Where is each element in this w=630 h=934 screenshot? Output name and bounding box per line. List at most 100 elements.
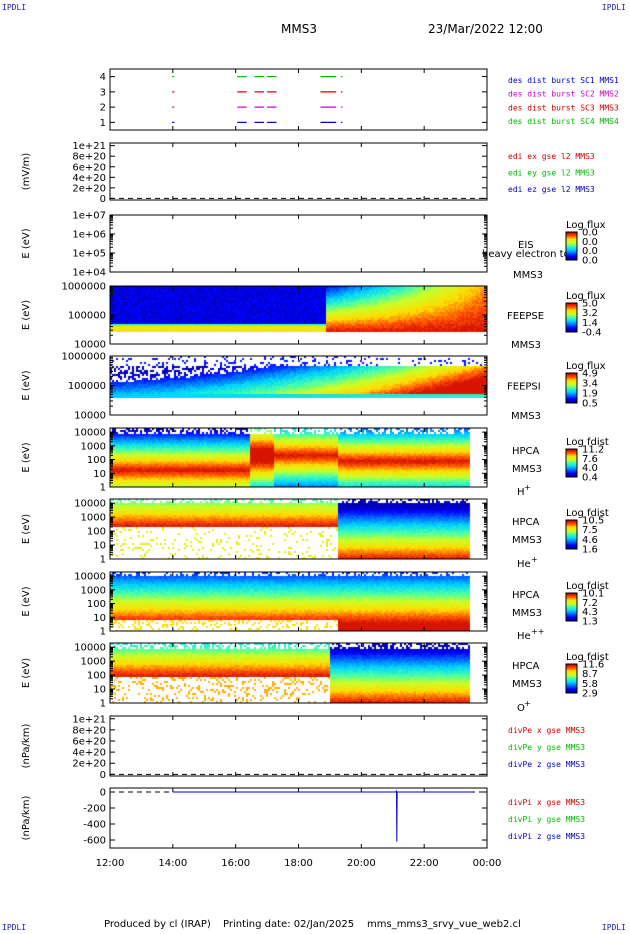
colorbar-cell-feepsi xyxy=(566,398,577,400)
colorbar-tick-hpca-h-0: 11.2 xyxy=(582,445,604,456)
colorbar-cell-feepsi xyxy=(566,394,577,396)
colorbar-cell-hpca-he xyxy=(566,520,577,522)
overlay-eis: heavy electron to xyxy=(482,249,570,260)
ytick-label-hpca-he-2: 100 xyxy=(87,527,106,538)
ytick-label-hpca-he-0: 10000 xyxy=(74,499,106,510)
instrument-hpca-o: HPCA xyxy=(512,661,540,672)
species-charge-hpca-o: + xyxy=(524,699,531,708)
colorbar-tick-hpca-h-1: 7.6 xyxy=(582,454,598,465)
colorbar-cell-hpca-he xyxy=(566,529,577,532)
colorbar-cell-eis xyxy=(566,243,577,246)
colorbar-cell-hpca-h xyxy=(566,470,577,472)
spectrogram-hpca-he2 xyxy=(110,572,487,631)
panel-hpca-he2: 10000 1000 100 10 1 E (eV) HPCA MMS3 He ++ Log fdi… xyxy=(21,571,609,642)
ytick-label-hpca-he2-2: 100 xyxy=(87,599,106,610)
spectrogram-feepsi xyxy=(110,356,487,415)
legend-divpe-2: divPe z gse MMS3 xyxy=(508,760,585,769)
colorbar-cell-feepsi xyxy=(566,399,577,401)
colorbar-cell-hpca-he2 xyxy=(566,612,577,615)
colorbar-cell-hpca-h xyxy=(566,451,577,453)
xtick-label-4: 20:00 xyxy=(347,858,376,869)
colorbar-cell-hpca-o xyxy=(566,690,577,693)
ytick-label-divpi-0: 0 xyxy=(100,788,106,799)
colorbar-tick-feepsi-0: 4.9 xyxy=(582,369,598,380)
colorbar-cell-hpca-he2 xyxy=(566,602,577,604)
frame-burst xyxy=(109,68,488,131)
panel-divpi: 0 -200 -400 -600 (nPa/km) divPi x gse MMS3 div… xyxy=(21,787,585,849)
colorbar-cell-eis xyxy=(566,234,577,236)
ytick-label-eis-1: 1e+06 xyxy=(72,230,106,241)
colorbar-cell-feepsi xyxy=(566,379,577,381)
colorbar-cell-hpca-he2 xyxy=(566,608,577,610)
panel-hpca-he: 10000 1000 100 10 1 E (eV) HPCA MMS3 He + Log fdis… xyxy=(21,498,609,570)
colorbar-cell-hpca-he2 xyxy=(566,617,577,620)
species-hpca-h: H xyxy=(517,487,525,498)
colorbar-cell-hpca-he xyxy=(566,526,577,528)
colorbar-cell-eis xyxy=(566,244,577,247)
legend-burst-1: des dist burst SC2 MMS2 xyxy=(508,90,619,99)
spacecraft-feepse: MMS3 xyxy=(511,340,541,351)
colorbar-cell-hpca-he xyxy=(566,545,577,548)
ylabel-hpca-he: E (eV) xyxy=(21,514,32,544)
ylabel-eis: E (eV) xyxy=(21,228,32,258)
spacecraft-hpca-o: MMS3 xyxy=(512,679,542,690)
panel-feepsi: 1000000 100000 10000 E (eV) FEEPSI MMS3 Log fl… xyxy=(21,352,606,423)
ytick-label-edi-e-1: 8e+20 xyxy=(72,152,106,163)
colorbar-cell-feepsi xyxy=(566,395,577,398)
colorbar-cell-hpca-he2 xyxy=(566,605,577,608)
colorbar-cell-hpca-he xyxy=(566,534,577,537)
ytick-label-hpca-he-4: 1 xyxy=(100,555,106,566)
ylabel-feepse: E (eV) xyxy=(21,300,32,330)
colorbar-tick-eis-3: 0.0 xyxy=(582,256,598,267)
colorbar-cell-feepsi xyxy=(566,380,577,383)
legend-edi-e-1: edi ey gse l2 MMS3 xyxy=(508,169,595,178)
ytick-label-hpca-he-3: 10 xyxy=(93,541,106,552)
colorbar-cell-feepse xyxy=(566,311,577,314)
spectrogram-hpca-o xyxy=(110,643,487,703)
colorbar-cell-hpca-he2 xyxy=(566,616,577,618)
colorbar-frame-hpca-he xyxy=(565,519,578,550)
colorbar-tick-hpca-he-2: 4.6 xyxy=(582,535,598,546)
colorbar-cell-hpca-he2 xyxy=(566,603,577,606)
colorbar-tick-hpca-he-0: 10.5 xyxy=(582,516,604,527)
legend-divpi-0: divPi x gse MMS3 xyxy=(508,798,585,807)
ytick-label-divpe-3: 4e+20 xyxy=(72,748,106,759)
colorbar-tick-feepse-0: 5.0 xyxy=(582,299,598,310)
colorbar-cell-feepsi xyxy=(566,389,577,391)
species-charge-hpca-h: + xyxy=(524,483,531,492)
colorbar-cell-hpca-o xyxy=(566,664,577,666)
instrument-hpca-h: HPCA xyxy=(512,446,540,457)
ytick-label-divpe-5: 0 xyxy=(100,770,106,781)
ytick-label-divpe-4: 2e+20 xyxy=(72,759,106,770)
colorbar-cell-feepsi xyxy=(566,386,577,389)
colorbar-cell-hpca-h xyxy=(566,449,577,451)
colorbar-cell-eis xyxy=(566,241,577,243)
colorbar-cell-eis xyxy=(566,232,577,234)
colorbar-cell-feepse xyxy=(566,317,577,320)
colorbar-tick-eis-0: 0.0 xyxy=(582,228,598,239)
colorbar-cell-feepsi xyxy=(566,381,577,384)
colorbar-tick-hpca-he2-3: 1.3 xyxy=(582,617,598,628)
frame-divpi xyxy=(109,787,488,849)
colorbar-cell-feepse xyxy=(566,325,577,328)
colorbar-cell-eis xyxy=(566,235,577,238)
ylabel-feepsi: E (eV) xyxy=(21,370,32,400)
ytick-label-divpi-3: -600 xyxy=(83,836,106,847)
colorbar-cell-feepsi xyxy=(566,378,577,380)
colorbar-cell-hpca-he2 xyxy=(566,614,577,616)
colorbar-cell-hpca-he xyxy=(566,536,577,539)
colorbar-cell-eis xyxy=(566,254,577,256)
colorbar-cell-feepsi xyxy=(566,388,577,390)
colorbar-cell-hpca-he2 xyxy=(566,597,577,600)
ytick-label-feepsi-1: 100000 xyxy=(68,381,106,392)
colorbar-cell-hpca-o xyxy=(566,674,577,677)
colorbar-tick-hpca-he2-1: 7.2 xyxy=(582,598,598,609)
colorbar-cell-feepse xyxy=(566,327,577,329)
ylabel-divpi: (nPa/km) xyxy=(21,796,32,841)
ytick-label-hpca-h-0: 10000 xyxy=(74,428,106,439)
legend-burst-0: des dist burst SC1 MMS1 xyxy=(508,76,619,85)
legend-edi-e-2: edi ez gse l2 MMS3 xyxy=(508,185,595,194)
produced-by: Produced by cl (IRAP) xyxy=(104,919,211,930)
colorbar-cell-hpca-o xyxy=(566,688,577,690)
